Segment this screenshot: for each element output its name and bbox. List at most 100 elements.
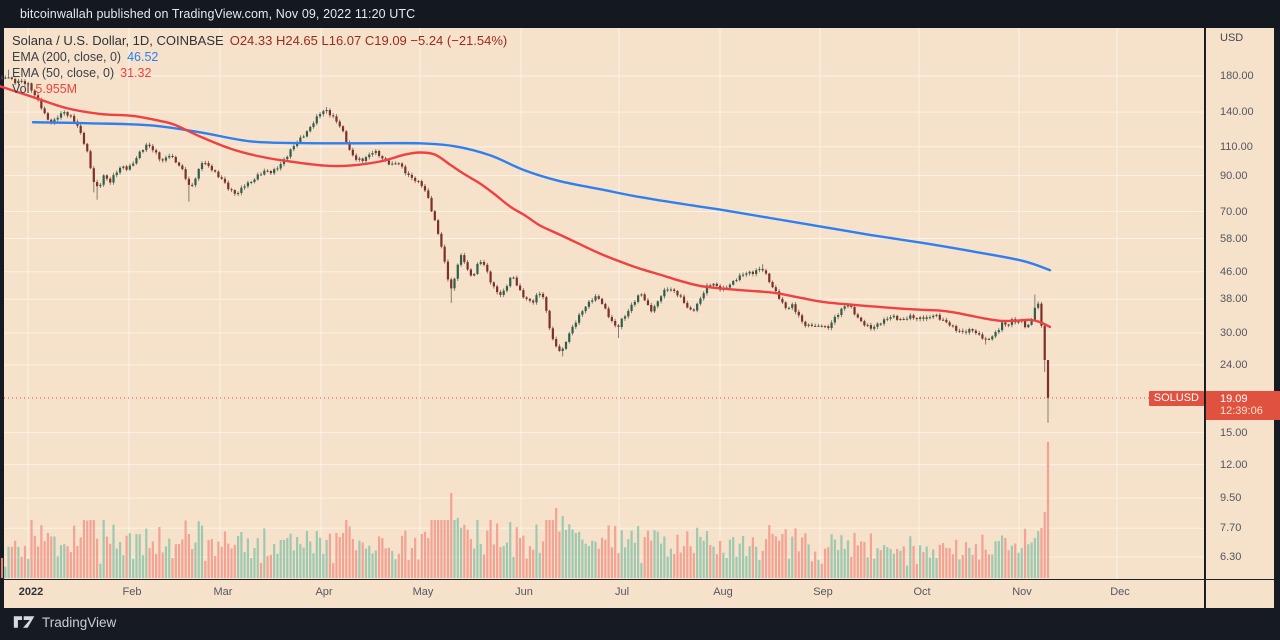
volume-bar [469,539,472,578]
volume-bar [994,541,997,578]
legend-volume-row[interactable]: Vol 5.955M [12,81,507,97]
candle-down [646,300,650,305]
time-tick-label: May [412,586,434,598]
candle-down [496,286,499,293]
volume-bar [155,553,158,578]
candle-up [932,315,935,318]
volume-bar [171,558,174,578]
volume-bar [879,550,882,578]
candle-up [640,294,643,296]
volume-bar [941,543,945,578]
candle-up [135,158,138,164]
candle-up [630,304,633,311]
volume-bar [315,531,318,578]
price-tick-label: 7.70 [1220,522,1242,535]
candle-up [299,137,302,143]
legend-symbol-row[interactable]: Solana / U.S. Dollar, 1D, COINBASE O24.33… [12,33,507,49]
candle-down [92,168,95,182]
volume-bar [384,548,387,578]
volume-bar [243,552,246,578]
volume-bar [925,546,928,578]
volume-bar [1001,535,1004,578]
volume-bar [837,550,840,578]
volume-bar [637,526,640,578]
candle-down [0,77,4,79]
legend-ema50-row[interactable]: EMA (50, close, 0) 31.32 [12,65,507,81]
candle-up [889,317,892,319]
volume-bar [181,539,184,578]
candle-up [200,163,204,169]
candle-up [568,333,571,342]
volume-bar [66,546,69,578]
volume-bar [512,556,515,578]
candle-down [482,262,486,265]
attribution-text: bitcoinwallah published on TradingView.c… [20,7,416,21]
volume-bar [27,558,30,578]
candle-up [735,280,738,281]
price-axis[interactable] [1206,28,1274,579]
ema50-label: EMA (50, close, 0) [12,66,115,80]
candle-up [574,322,577,327]
candle-down [827,326,830,328]
volume-bar [735,556,738,578]
candle-down [10,77,13,79]
volume-bar [191,549,194,578]
volume-bar [1040,528,1043,578]
tradingview-brand[interactable]: TradingView [13,613,116,631]
candle-down [860,317,863,322]
volume-bar [482,554,486,578]
candle-up [699,298,702,304]
volume-bar [919,545,922,578]
volume-bar [141,555,145,578]
time-tick-label: Dec [1110,586,1130,598]
candle-down [427,190,430,198]
volume-bar [128,533,131,578]
ema200-value: 46.52 [127,50,159,64]
candle-up [791,304,794,308]
volume-bar [591,540,594,578]
volume-bar [400,535,404,578]
volume-bar [719,540,722,578]
volume-bar [555,508,558,578]
candle-down [155,150,158,153]
volume-bar [341,533,345,578]
candle-down [420,181,423,187]
volume-bar [437,520,440,578]
candle-up [712,283,715,286]
price-tick-label: 180.00 [1220,70,1254,82]
candle-up [246,182,250,187]
volume-bar [692,553,695,578]
volume-bar [174,544,177,578]
volume-bar [263,528,266,578]
volume-bar [689,546,692,578]
candle-up [273,169,276,174]
chart-plot-background[interactable] [4,28,1204,579]
volume-bar [391,550,394,578]
volume-bar [905,565,909,578]
candle-down [1023,320,1027,328]
candle-down [233,190,236,194]
candle-down [545,297,548,311]
candle-down [902,319,905,320]
candle-down [1040,303,1043,326]
candle-down [151,146,154,151]
candle-up [459,255,463,265]
volume-bar [833,539,836,578]
legend-ema200-row[interactable]: EMA (200, close, 0) 46.52 [12,49,507,65]
candle-down [177,162,181,166]
candle-up [561,348,564,351]
time-tick-label: Aug [713,586,733,598]
volume-bar [92,520,95,578]
volume-label: Vol [12,82,30,96]
candle-down [850,305,853,307]
candle-down [400,163,404,167]
volume-bar [673,554,676,578]
volume-bar [14,540,17,578]
volume-bar [574,533,577,578]
candle-down [971,329,974,331]
volume-bar [381,538,384,578]
time-axis[interactable] [4,580,1204,608]
candle-down [404,166,407,174]
volume-bar [594,541,597,578]
